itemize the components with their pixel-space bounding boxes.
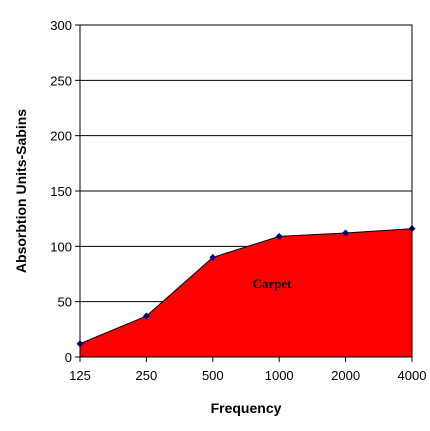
series-label-carpet: Carpet bbox=[253, 276, 293, 291]
y-tick-labels: 0 50 100 150 200 250 300 bbox=[50, 18, 80, 365]
y-tick-label-0: 0 bbox=[65, 350, 72, 365]
y-tick-label-100: 100 bbox=[50, 239, 72, 254]
x-axis-title: Frequency bbox=[211, 400, 282, 416]
y-tick-label-50: 50 bbox=[58, 295, 72, 310]
data-point-250 bbox=[142, 312, 150, 320]
data-point-1000 bbox=[275, 232, 283, 240]
x-tick-label-125: 125 bbox=[69, 368, 91, 383]
series-area-carpet bbox=[79, 228, 413, 358]
y-tick-label-250: 250 bbox=[50, 73, 72, 88]
x-tick-label-500: 500 bbox=[202, 368, 224, 383]
x-tick-label-1000: 1000 bbox=[265, 368, 294, 383]
y-tick-label-300: 300 bbox=[50, 18, 72, 33]
x-tick-label-2000: 2000 bbox=[331, 368, 360, 383]
x-tick-label-250: 250 bbox=[136, 368, 158, 383]
y-tick-label-200: 200 bbox=[50, 129, 72, 144]
data-point-2000 bbox=[342, 229, 350, 237]
data-point-500 bbox=[209, 253, 217, 261]
y-tick-label-150: 150 bbox=[50, 184, 72, 199]
x-tick-label-4000: 4000 bbox=[398, 368, 427, 383]
y-axis-title: Absorbtion Units-Sabins bbox=[13, 109, 29, 273]
x-tick-labels: 125 250 500 1000 2000 4000 bbox=[69, 357, 426, 383]
